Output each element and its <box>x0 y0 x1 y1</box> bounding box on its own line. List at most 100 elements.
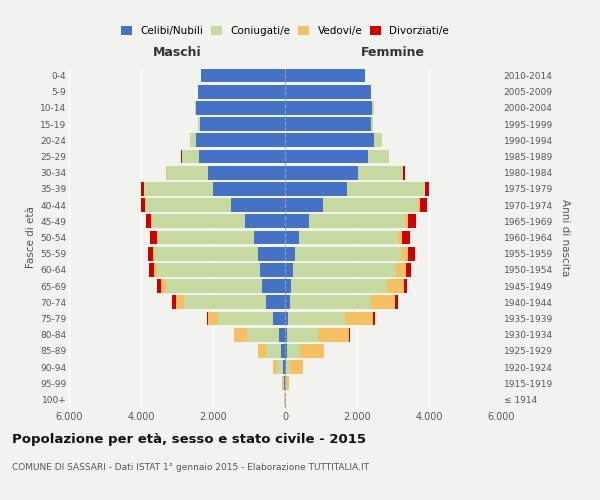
Bar <box>395 296 398 309</box>
Text: Maschi: Maschi <box>152 46 202 59</box>
Bar <box>287 328 318 342</box>
Bar <box>254 230 285 244</box>
Bar <box>372 101 374 115</box>
Bar <box>158 230 254 244</box>
Bar <box>285 85 371 98</box>
Bar <box>285 247 295 260</box>
Bar <box>408 247 415 260</box>
Bar <box>402 230 410 244</box>
Bar <box>285 150 368 164</box>
Bar <box>172 296 176 309</box>
Bar <box>285 263 293 277</box>
Bar <box>420 198 427 212</box>
Bar <box>300 344 323 358</box>
Bar <box>285 328 287 342</box>
Bar <box>290 360 303 374</box>
Bar <box>285 134 374 147</box>
Bar <box>218 312 273 326</box>
Legend: Celibi/Nubili, Coniugati/e, Vedovi/e, Divorziati/e: Celibi/Nubili, Coniugati/e, Vedovi/e, Di… <box>119 24 451 38</box>
Bar <box>245 214 285 228</box>
Bar <box>401 247 408 260</box>
Bar <box>146 198 231 212</box>
Bar <box>285 376 286 390</box>
Bar <box>148 247 153 260</box>
Bar <box>285 166 358 179</box>
Bar <box>196 101 285 115</box>
Bar <box>208 166 285 179</box>
Bar <box>273 360 277 374</box>
Bar <box>144 182 213 196</box>
Bar <box>167 166 208 179</box>
Bar <box>387 279 404 293</box>
Bar <box>292 279 387 293</box>
Bar <box>358 166 403 179</box>
Bar <box>157 279 161 293</box>
Bar <box>285 68 365 82</box>
Bar <box>286 360 290 374</box>
Bar <box>283 360 285 374</box>
Bar <box>285 101 372 115</box>
Bar <box>259 247 285 260</box>
Bar <box>150 230 157 244</box>
Bar <box>190 134 196 147</box>
Bar <box>319 328 349 342</box>
Bar <box>295 247 401 260</box>
Bar <box>290 296 371 309</box>
Bar <box>196 134 285 147</box>
Bar <box>266 344 281 358</box>
Bar <box>213 182 285 196</box>
Bar <box>285 279 292 293</box>
Bar <box>198 118 200 131</box>
Y-axis label: Fasce di età: Fasce di età <box>26 206 36 268</box>
Bar <box>288 312 346 326</box>
Text: Femmine: Femmine <box>361 46 425 59</box>
Bar <box>285 214 310 228</box>
Bar <box>266 296 285 309</box>
Bar <box>407 214 416 228</box>
Bar <box>208 312 218 326</box>
Y-axis label: Anni di nascita: Anni di nascita <box>560 199 570 276</box>
Bar <box>418 198 420 212</box>
Bar <box>153 247 155 260</box>
Bar <box>371 118 373 131</box>
Bar <box>284 376 285 390</box>
Bar <box>405 214 407 228</box>
Bar <box>398 230 402 244</box>
Bar <box>286 376 289 390</box>
Bar <box>310 214 405 228</box>
Bar <box>199 150 285 164</box>
Bar <box>285 118 371 131</box>
Bar <box>182 150 199 164</box>
Text: COMUNE DI SASSARI - Dati ISTAT 1° gennaio 2015 - Elaborazione TUTTITALIA.IT: COMUNE DI SASSARI - Dati ISTAT 1° gennai… <box>12 462 369 471</box>
Bar <box>285 296 290 309</box>
Bar <box>231 198 285 212</box>
Bar <box>155 247 259 260</box>
Bar <box>406 263 412 277</box>
Bar <box>403 166 405 179</box>
Bar <box>371 296 395 309</box>
Bar <box>373 312 375 326</box>
Bar <box>154 263 157 277</box>
Bar <box>157 230 158 244</box>
Bar <box>285 230 299 244</box>
Bar <box>368 150 389 164</box>
Text: Popolazione per età, sesso e stato civile - 2015: Popolazione per età, sesso e stato civil… <box>12 432 366 446</box>
Bar <box>260 263 285 277</box>
Bar <box>152 214 245 228</box>
Bar <box>425 182 430 196</box>
Bar <box>151 214 152 228</box>
Bar <box>273 312 285 326</box>
Bar <box>277 360 283 374</box>
Bar <box>285 344 287 358</box>
Bar <box>161 279 166 293</box>
Bar <box>299 230 398 244</box>
Bar <box>281 344 285 358</box>
Bar <box>404 279 407 293</box>
Bar <box>198 85 285 98</box>
Bar <box>282 376 283 390</box>
Bar <box>278 328 285 342</box>
Bar <box>258 344 266 358</box>
Bar <box>200 118 285 131</box>
Bar <box>285 182 347 196</box>
Bar <box>285 198 323 212</box>
